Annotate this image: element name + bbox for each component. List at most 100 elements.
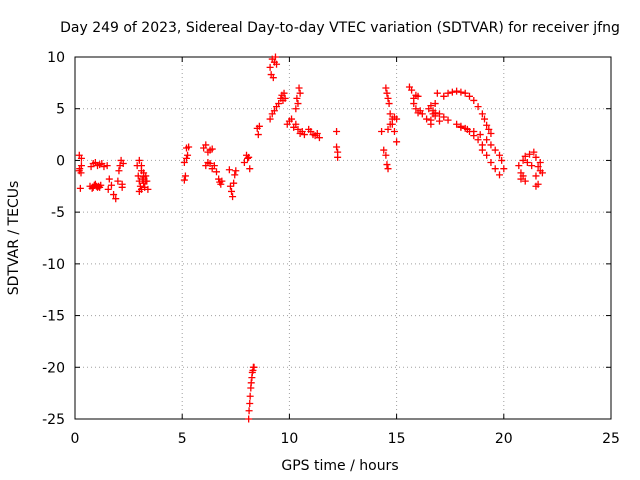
data-point [213, 168, 221, 176]
data-point [491, 165, 499, 173]
grid-lines [75, 57, 611, 419]
data-point [427, 102, 435, 110]
data-point [229, 193, 237, 201]
x-tick-label: 25 [602, 431, 620, 447]
data-point [386, 110, 394, 118]
data-point [496, 171, 504, 179]
data-point [114, 177, 122, 185]
data-point [333, 127, 341, 135]
data-point [333, 143, 341, 151]
data-point [137, 185, 145, 193]
data-point [232, 167, 240, 175]
x-tick-label: 20 [495, 431, 513, 447]
data-point [478, 146, 486, 154]
data-point [433, 89, 441, 97]
data-point [523, 158, 531, 166]
data-point [476, 131, 484, 139]
data-point [136, 182, 144, 190]
data-point [226, 182, 234, 190]
data-point [526, 150, 534, 158]
data-point [228, 187, 236, 195]
x-tick-labels: 0 5 10 15 20 25 [71, 431, 620, 447]
data-point [435, 110, 443, 118]
data-point [474, 103, 482, 111]
data-point [382, 151, 390, 159]
data-point [255, 122, 263, 130]
data-point [384, 125, 392, 133]
data-point [487, 130, 495, 138]
data-point [538, 169, 546, 177]
plot-frame [74, 56, 612, 420]
data-point [530, 148, 538, 156]
data-point [390, 127, 398, 135]
data-point [142, 177, 150, 185]
x-tick-label: 5 [178, 431, 187, 447]
y-tick-label: -20 [42, 360, 65, 376]
data-point [440, 113, 448, 121]
axis-ticks [74, 56, 612, 420]
data-point [294, 125, 302, 133]
data-point [408, 86, 416, 94]
data-point [100, 163, 108, 171]
data-point [118, 183, 126, 191]
data-point [423, 115, 431, 123]
data-point [144, 185, 152, 193]
data-point [532, 182, 540, 190]
data-point [269, 74, 277, 82]
data-point [134, 172, 142, 180]
data-point [487, 141, 495, 149]
data-point [461, 89, 469, 97]
data-point [515, 162, 523, 170]
data-point [427, 116, 435, 124]
data-point [230, 179, 238, 187]
data-point [380, 146, 388, 154]
y-tick-label: -5 [51, 205, 65, 221]
data-point [246, 399, 254, 407]
data-point [110, 191, 118, 199]
data-point [266, 115, 274, 123]
data-point [521, 177, 529, 185]
data-point [119, 160, 127, 168]
data-point [294, 100, 302, 108]
data-point [271, 53, 279, 61]
data-point [384, 94, 392, 102]
data-point [393, 115, 401, 123]
y-tick-labels: 10 5 0 -5 -10 -15 -20 -25 [42, 50, 65, 428]
data-point [231, 171, 239, 179]
data-point [77, 169, 85, 177]
x-axis-label: GPS time / hours [281, 458, 398, 474]
data-point [266, 63, 274, 71]
data-point [105, 175, 113, 183]
data-point [383, 89, 391, 97]
data-point [440, 92, 448, 100]
data-point [435, 117, 443, 125]
data-point [491, 146, 499, 154]
data-point [500, 165, 508, 173]
data-point [465, 92, 473, 100]
data-point [254, 131, 262, 139]
data-point [208, 145, 216, 153]
y-tick-label: 0 [56, 153, 65, 169]
data-point [245, 407, 253, 415]
x-tick-label: 10 [280, 431, 298, 447]
data-point [280, 89, 288, 97]
data-point [384, 165, 392, 173]
data-point [76, 184, 84, 192]
data-point [481, 115, 489, 123]
data-point [217, 180, 225, 188]
data-point [383, 161, 391, 169]
data-point [202, 141, 210, 149]
data-point [181, 172, 189, 180]
data-point [293, 94, 301, 102]
data-point [275, 100, 283, 108]
y-tick-label: -10 [42, 257, 65, 273]
data-point [180, 176, 188, 184]
data-point [313, 130, 321, 138]
data-point [378, 127, 386, 135]
data-point [483, 136, 491, 144]
data-point [532, 172, 540, 180]
data-point [115, 167, 123, 175]
data-point [478, 110, 486, 118]
y-axis-label: SDTVAR / TECUs [6, 181, 22, 296]
data-point [185, 143, 193, 151]
